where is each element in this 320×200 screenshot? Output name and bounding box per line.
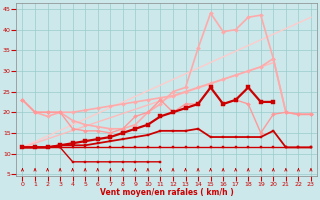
X-axis label: Vent moyen/en rafales ( km/h ): Vent moyen/en rafales ( km/h ) — [100, 188, 234, 197]
